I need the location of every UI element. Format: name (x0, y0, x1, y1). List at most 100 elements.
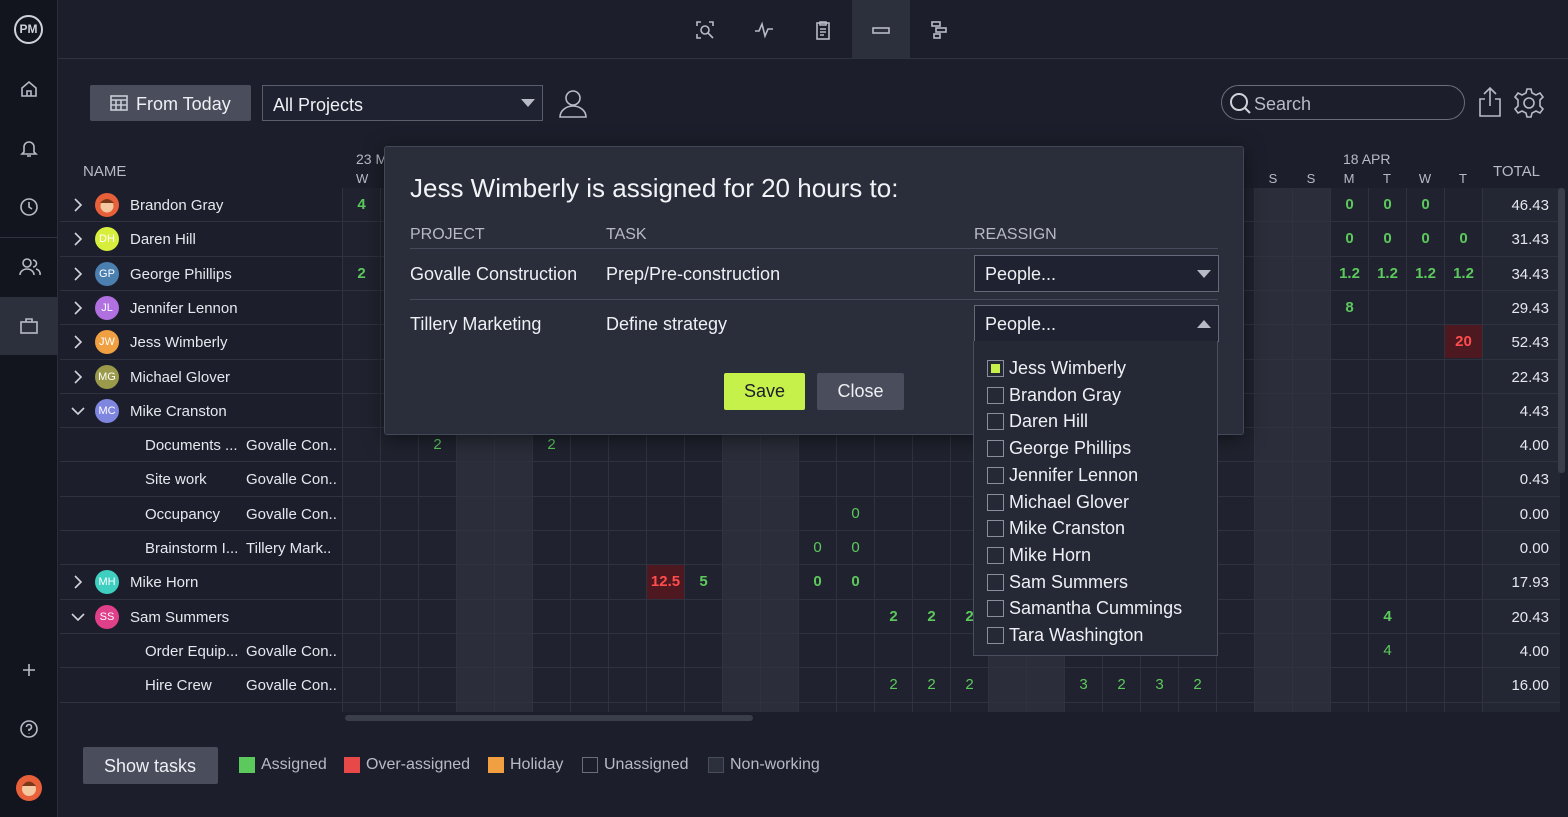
resource-name: Mike Cranston (130, 404, 227, 419)
from-today-button[interactable]: From Today (90, 85, 251, 121)
gantt-icon[interactable] (930, 20, 950, 40)
task-name: Documents ... (145, 438, 238, 453)
person-option[interactable]: Michael Glover (974, 492, 1217, 516)
person-option[interactable]: Jennifer Lennon (974, 465, 1217, 489)
person-name: Mike Cranston (1009, 519, 1125, 537)
checkbox[interactable] (987, 574, 1004, 591)
project-select-label: All Projects (273, 96, 363, 114)
person-option[interactable]: Sam Summers (974, 572, 1217, 596)
save-button[interactable]: Save (724, 373, 805, 410)
assigned-cell: 0 (1331, 188, 1368, 221)
person-option[interactable]: Mike Horn (974, 545, 1217, 569)
person-option[interactable]: Tara Washington (974, 625, 1217, 649)
assigned-cell: 0 (1407, 188, 1444, 221)
checkbox[interactable] (987, 467, 1004, 484)
briefcase-icon[interactable] (19, 316, 39, 336)
legend-label: Holiday (510, 757, 563, 773)
dashboard-icon[interactable] (754, 20, 774, 40)
avatar: JL (95, 296, 119, 320)
expand-toggle[interactable] (71, 198, 85, 212)
assigned-cell: 0 (1331, 222, 1368, 255)
checkbox[interactable] (987, 627, 1004, 644)
expand-toggle[interactable] (71, 232, 85, 246)
assigned-cell: 2 (913, 668, 950, 701)
bell-icon[interactable] (19, 138, 39, 158)
workload-icon[interactable] (871, 20, 891, 40)
expand-toggle[interactable] (71, 267, 85, 281)
view-icon[interactable] (695, 20, 715, 40)
legend-label: Unassigned (604, 757, 689, 773)
avatar: GP (95, 262, 119, 286)
close-button[interactable]: Close (817, 373, 904, 410)
checkbox[interactable] (987, 494, 1004, 511)
reassign-select[interactable]: People... (974, 305, 1219, 342)
search-box[interactable]: Search (1221, 85, 1465, 120)
person-option[interactable]: Samantha Cummings (974, 598, 1217, 622)
day-label: M (1330, 172, 1368, 185)
avatar: MH (95, 570, 119, 594)
expand-toggle[interactable] (71, 404, 85, 418)
help-icon[interactable] (19, 719, 39, 739)
assigned-cell: 1.2 (1445, 257, 1482, 290)
home-icon[interactable] (19, 79, 39, 99)
caret (521, 99, 535, 107)
person-option[interactable]: Daren Hill (974, 411, 1217, 435)
list-icon[interactable] (813, 20, 833, 40)
expand-toggle[interactable] (71, 301, 85, 315)
checkbox-mark (991, 364, 1000, 373)
checkbox[interactable] (987, 413, 1004, 430)
day-label: W (1406, 172, 1444, 185)
task-name: Order Equip... (145, 644, 238, 659)
expand-toggle[interactable] (71, 575, 85, 589)
user-avatar[interactable] (15, 774, 43, 802)
day-label: S (1254, 172, 1292, 185)
row-total: 0.00 (1482, 507, 1559, 522)
checkbox[interactable] (987, 520, 1004, 537)
project-name: Govalle Con.. (246, 472, 337, 487)
logo[interactable]: PM (14, 15, 43, 44)
settings-icon[interactable] (1513, 87, 1545, 119)
people-icon[interactable] (19, 257, 41, 277)
legend-swatch (239, 757, 255, 773)
show-tasks-button[interactable]: Show tasks (83, 747, 218, 784)
add-icon[interactable] (22, 663, 36, 677)
person-option[interactable]: George Phillips (974, 438, 1217, 462)
expand-toggle[interactable] (71, 370, 85, 384)
resource-icon[interactable] (557, 87, 589, 119)
person-name: Tara Washington (1009, 626, 1143, 644)
row-total: 4.00 (1482, 438, 1559, 453)
assigned-cell: 0 (837, 565, 874, 598)
assigned-cell: 0 (1369, 188, 1406, 221)
row-total: 22.43 (1482, 370, 1559, 385)
project-name: Govalle Con.. (246, 678, 337, 693)
checkbox[interactable] (987, 360, 1004, 377)
assignment-project: Tillery Marketing (410, 315, 541, 333)
reassign-select[interactable]: People... (974, 255, 1219, 292)
checkbox[interactable] (987, 600, 1004, 617)
assigned-cell: 0 (837, 497, 874, 530)
v-scrollbar[interactable] (1558, 188, 1565, 473)
from-today-label: From Today (136, 95, 231, 113)
person-name: Mike Horn (1009, 546, 1091, 564)
resource-name: George Phillips (130, 267, 232, 282)
expand-toggle[interactable] (71, 335, 85, 349)
checkbox[interactable] (987, 547, 1004, 564)
avatar: DH (95, 227, 119, 251)
project-select[interactable]: All Projects (262, 85, 543, 121)
export-icon[interactable] (1478, 86, 1502, 118)
expand-toggle[interactable] (71, 610, 85, 624)
row-total: 20.43 (1482, 610, 1559, 625)
person-option[interactable]: Brandon Gray (974, 385, 1217, 409)
divider (0, 237, 58, 238)
checkbox[interactable] (987, 387, 1004, 404)
column-header: TASK (606, 227, 647, 243)
resource-name: Michael Glover (130, 370, 230, 385)
person-name: Jennifer Lennon (1009, 466, 1138, 484)
row-rule (60, 496, 1560, 497)
h-scrollbar[interactable] (345, 715, 753, 721)
checkbox[interactable] (987, 440, 1004, 457)
clock-icon[interactable] (19, 197, 39, 217)
row-total: 16.00 (1482, 678, 1559, 693)
person-option[interactable]: Jess Wimberly (974, 358, 1217, 382)
person-option[interactable]: Mike Cranston (974, 518, 1217, 542)
